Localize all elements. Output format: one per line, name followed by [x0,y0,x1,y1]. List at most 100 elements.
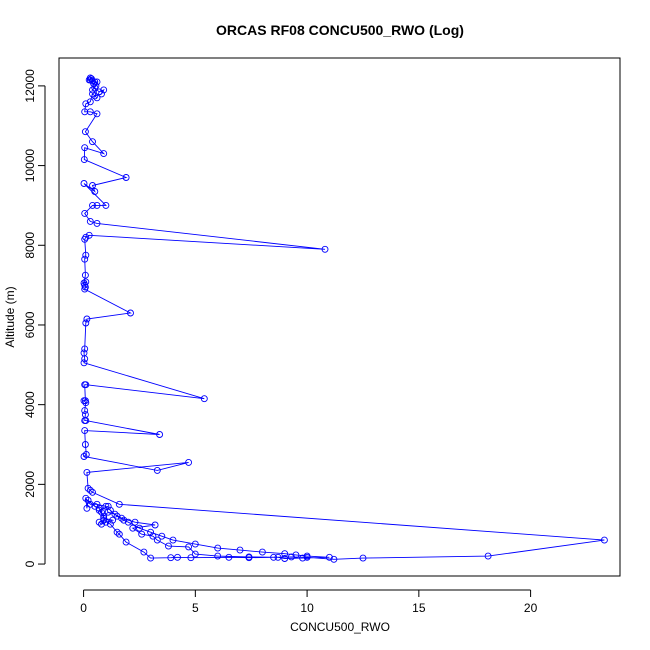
y-tick-label: 12000 [23,69,37,103]
data-point [156,431,164,438]
data-point [115,500,123,508]
data-point [167,554,175,562]
data-point [86,108,94,116]
data-point [91,92,99,100]
data-point [98,520,105,528]
data-point [120,516,128,524]
data-point [83,315,91,323]
data-point [93,78,101,86]
y-tick-label: 8000 [23,232,37,259]
data-point [127,309,134,317]
data-point [82,278,90,286]
data-point [330,555,338,563]
data-point [131,518,139,526]
data-point [113,512,121,520]
data-point [129,524,137,532]
data-point [100,150,108,158]
data-point [90,80,98,87]
data-point [91,188,99,195]
data-point [86,98,94,106]
data-point [140,548,148,556]
data-point [292,551,300,559]
data-point [214,552,222,560]
data-point [169,536,177,544]
data-point [151,521,159,529]
data-point [136,524,143,532]
data-point [109,516,117,524]
data-point [245,553,253,561]
y-tick-label: 2000 [23,471,37,498]
data-point [100,516,108,524]
data-point [600,536,608,544]
series-points [80,74,608,563]
data-point [86,217,94,225]
data-point [104,502,112,510]
data-point [81,345,89,353]
data-point [147,554,155,562]
data-point [82,399,90,407]
data-point [85,76,93,84]
data-point [81,441,89,448]
data-point [81,271,89,279]
data-point [113,528,121,536]
series-lines [82,77,605,560]
data-point [80,359,88,367]
data-point [80,156,88,164]
x-tick-label: 0 [80,601,87,615]
y-tick-label: 6000 [23,311,37,338]
data-point [106,506,114,514]
x-tick-label: 5 [192,601,199,615]
data-point [81,381,89,389]
data-point [89,488,96,496]
data-point [185,458,193,466]
data-point [81,235,89,243]
data-point [325,553,333,561]
data-point [82,100,90,108]
data-point [100,86,108,94]
data-point [98,90,105,98]
y-tick-label: 4000 [23,391,37,418]
data-point [359,554,367,562]
data-point [91,84,99,92]
data-point [281,555,289,562]
data-point [83,468,91,476]
data-point [321,245,329,253]
data-point [185,543,193,551]
data-point [84,484,92,492]
data-point [111,510,119,518]
data-point [82,451,90,458]
data-point [200,395,208,403]
x-tick-label: 15 [412,601,426,615]
data-point [81,355,89,363]
data-point [95,518,103,526]
data-point [187,554,195,562]
data-point [214,544,222,552]
data-point [81,209,89,217]
data-point [82,417,90,425]
data-point [270,553,278,561]
x-axis: 0 5 10 15 20 [80,589,538,615]
data-point [81,427,89,435]
data-point [93,500,101,508]
data-point [147,528,155,536]
data-point [93,110,101,118]
data-point [82,319,90,327]
plot-frame [58,57,621,577]
data-point [153,536,161,544]
data-point [149,532,157,540]
data-point [81,285,89,293]
data-point [89,90,96,98]
data-point [124,518,132,526]
data-point [95,504,103,512]
data-point [93,201,101,209]
y-tick-label: 0 [23,560,37,567]
data-point [225,553,233,561]
data-point [93,94,101,102]
data-point [85,231,93,239]
data-point [102,502,110,510]
data-point [86,500,94,508]
x-axis-label: CONCU500_RWO [290,620,390,634]
data-point [80,180,88,187]
y-axis-label: Altitude (m) [3,286,17,347]
data-point [102,518,110,526]
